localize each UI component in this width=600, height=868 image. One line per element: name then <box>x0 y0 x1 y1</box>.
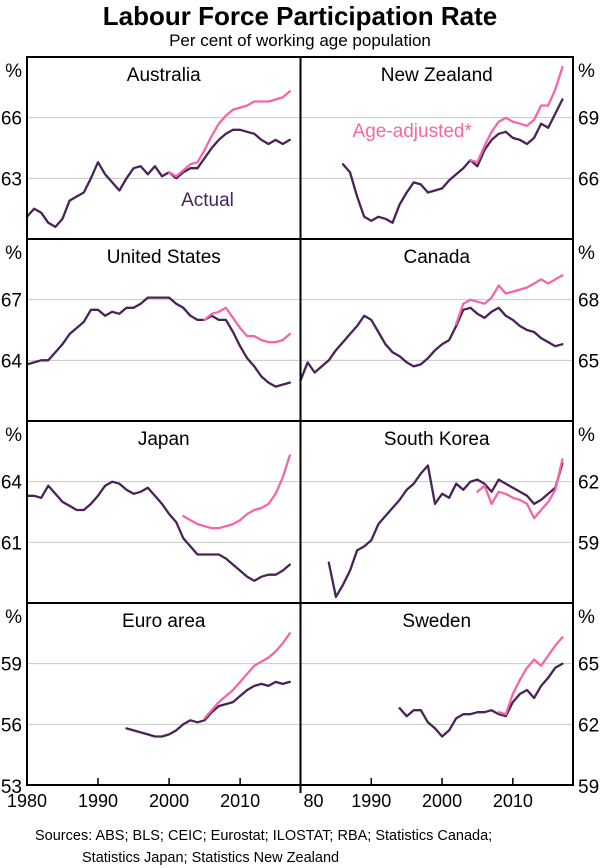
y-axis-unit: % <box>578 607 595 628</box>
panel-title: United States <box>107 247 221 268</box>
series-line-actual <box>25 296 291 388</box>
x-tick-label: 2000 <box>149 791 189 811</box>
y-axis-unit: % <box>578 61 595 82</box>
x-tick-label: 80 <box>303 791 323 811</box>
series-line-actual <box>327 462 564 599</box>
y-tick-label: 68 <box>578 291 599 312</box>
panel-title: Sweden <box>402 611 471 632</box>
chart-subtitle: Per cent of working age population <box>169 31 431 50</box>
y-axis-bottom-label: 53 <box>1 777 22 798</box>
series-line-adjusted <box>167 90 291 178</box>
series-line-actual <box>25 128 291 229</box>
panel-title: Japan <box>138 429 190 450</box>
series-line-actual <box>25 480 291 582</box>
y-tick-label: 64 <box>1 473 23 494</box>
y-axis-bottom-label: 59 <box>578 777 599 798</box>
y-tick-label: 59 <box>578 533 599 554</box>
series-line-adjusted <box>455 274 564 326</box>
y-tick-label: 61 <box>1 533 22 554</box>
panel-title: Canada <box>403 247 470 268</box>
series-line-actual <box>125 680 291 738</box>
y-tick-label: 67 <box>1 291 22 312</box>
series-line-actual <box>341 98 564 224</box>
y-axis-unit: % <box>5 425 22 446</box>
y-axis-unit: % <box>5 243 22 264</box>
series-label: Actual <box>181 190 234 211</box>
series-label: Age-adjusted* <box>353 121 473 142</box>
y-tick-label: 64 <box>1 351 23 372</box>
y-axis-unit: % <box>578 425 595 446</box>
y-axis-unit: % <box>5 607 22 628</box>
series-line-adjusted <box>203 632 291 720</box>
series-line-adjusted <box>497 636 564 716</box>
series-line-adjusted <box>476 458 564 520</box>
y-tick-label: 63 <box>1 169 22 190</box>
plot-frame <box>26 56 574 786</box>
x-tick-label: 1980 <box>7 791 47 811</box>
y-tick-label: 65 <box>578 655 599 676</box>
sources-text-continued: Statistics Japan; Statistics New Zealand <box>82 850 340 866</box>
x-tick-label: 2010 <box>493 791 533 811</box>
x-tick-label: 1990 <box>351 791 391 811</box>
panel-title: Australia <box>127 65 201 86</box>
chart-title: Labour Force Participation Rate <box>102 1 498 31</box>
y-tick-label: 62 <box>578 473 599 494</box>
panel-title: Euro area <box>122 611 206 632</box>
y-tick-label: 56 <box>1 715 22 736</box>
x-tick-label: 2010 <box>220 791 260 811</box>
series-line-adjusted <box>469 65 564 164</box>
y-tick-label: 59 <box>1 655 22 676</box>
series-line-adjusted <box>182 454 291 530</box>
y-axis-unit: % <box>578 243 595 264</box>
series-line-actual <box>299 306 564 382</box>
panel-title: New Zealand <box>381 65 493 86</box>
x-tick-label: 1990 <box>78 791 118 811</box>
y-tick-label: 66 <box>578 169 599 190</box>
y-tick-label: 65 <box>578 351 599 372</box>
y-tick-label: 69 <box>578 109 599 130</box>
panel-title: South Korea <box>384 429 490 450</box>
series-line-actual <box>398 662 564 738</box>
sources-text: Sources: ABS; BLS; CEIC; Eurostat; ILOST… <box>35 828 493 844</box>
y-tick-label: 66 <box>1 109 22 130</box>
series-line-adjusted <box>203 306 291 344</box>
x-tick-label: 2000 <box>422 791 462 811</box>
y-axis-unit: % <box>5 61 22 82</box>
y-tick-label: 62 <box>578 715 599 736</box>
